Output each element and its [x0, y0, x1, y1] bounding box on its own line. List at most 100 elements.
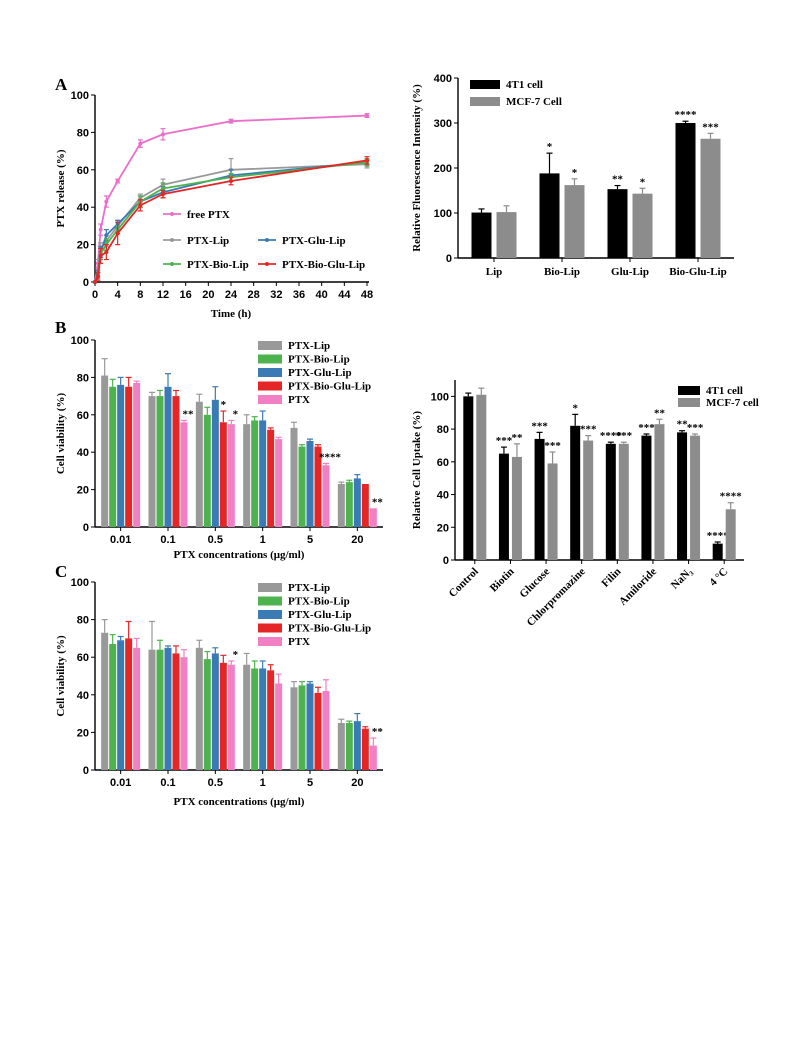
bar	[632, 193, 653, 258]
bar	[345, 723, 353, 770]
x-tick-label: 28	[248, 289, 260, 301]
bar	[211, 399, 219, 527]
x-tick-label: 16	[180, 289, 192, 301]
significance-label: *	[233, 649, 239, 661]
x-tick-label: 20	[351, 777, 363, 789]
x-tick-label: Amiloride	[617, 566, 659, 608]
bar	[690, 435, 701, 560]
y-tick-label: 0	[443, 555, 449, 567]
significance-label: ***	[616, 430, 633, 442]
x-axis-label: PTX concentrations (μg/ml)	[174, 796, 305, 808]
bar	[259, 420, 267, 527]
x-tick-label: 0.01	[110, 534, 131, 546]
bar	[180, 422, 188, 527]
bar	[607, 189, 628, 258]
legend-swatch	[258, 381, 282, 391]
x-tick-label: 8	[137, 289, 143, 301]
y-axis-label: Cell viability (%)	[55, 635, 67, 717]
bar	[243, 664, 251, 770]
bar	[219, 662, 227, 770]
significance-label: **	[372, 496, 384, 508]
bar	[306, 440, 314, 527]
y-axis-label: PTX release (%)	[55, 149, 67, 227]
legend-label: PTX-Bio-Glu-Lip	[288, 623, 371, 635]
bar	[148, 649, 156, 770]
legend-swatch	[258, 637, 282, 646]
bar	[547, 463, 558, 560]
bar	[203, 414, 211, 527]
y-tick-label: 80	[77, 615, 89, 627]
y-tick-label: 80	[77, 372, 89, 384]
panel-letter-a: A	[55, 75, 68, 94]
bar	[267, 429, 275, 527]
significance-label: ***	[638, 422, 655, 434]
bar	[314, 446, 322, 527]
x-tick-label: Glu-Lip	[611, 266, 649, 278]
y-tick-label: 100	[431, 391, 449, 403]
x-tick-label: Filin	[599, 566, 623, 590]
legend-label: PTX-Bio-Lip	[288, 596, 350, 608]
x-tick-label: 0.1	[160, 777, 175, 789]
significance-label: **	[183, 408, 195, 420]
bar	[471, 212, 492, 258]
bar	[109, 386, 117, 527]
x-tick-label: Lip	[486, 266, 503, 278]
series-ptx-glu-lip	[117, 373, 361, 527]
x-tick-label: 1	[260, 534, 266, 546]
bar	[337, 723, 345, 770]
x-tick-label: 0.5	[208, 534, 223, 546]
bar	[125, 638, 133, 770]
bar	[337, 483, 345, 527]
bar	[712, 543, 723, 560]
bar	[463, 396, 474, 560]
y-tick-label: 100	[71, 90, 89, 102]
legend-marker	[265, 238, 269, 242]
significance-label: ****	[720, 491, 743, 503]
data-point	[229, 179, 233, 184]
legend-label: PTX-Glu-Lip	[288, 609, 352, 621]
bar	[211, 653, 219, 770]
x-axis-label: PTX concentrations (μg/ml)	[174, 549, 305, 561]
series-ptx	[133, 380, 377, 527]
y-tick-label: 300	[434, 118, 452, 130]
y-tick-label: 100	[71, 335, 89, 347]
significance-label: **	[612, 174, 624, 186]
y-tick-label: 0	[83, 765, 89, 777]
legend-label: PTX-Glu-Lip	[282, 235, 346, 247]
legend-swatch	[258, 395, 282, 404]
x-tick-label: NaN₃	[669, 565, 695, 591]
bar	[675, 123, 696, 258]
data-point	[115, 179, 120, 184]
x-tick-label: 24	[225, 289, 238, 301]
series-ptx-bio-lip	[109, 378, 353, 527]
bar	[275, 683, 283, 770]
bar	[227, 664, 235, 770]
bar	[361, 728, 369, 770]
bar	[605, 443, 616, 560]
y-tick-label: 20	[437, 522, 449, 534]
bar	[314, 692, 322, 770]
bar	[539, 173, 560, 258]
legend-marker	[265, 262, 269, 266]
x-tick-label: Bio-Glu-Lip	[669, 266, 726, 278]
series-ptx-bio-glu-lip	[125, 620, 369, 770]
x-tick-label: Bio-Lip	[544, 266, 580, 278]
x-tick-label: 0.1	[160, 534, 175, 546]
y-axis-label: Relative Fluorescence Intensity (%)	[411, 84, 423, 252]
y-tick-label: 20	[77, 727, 89, 739]
legend-swatch	[470, 80, 500, 89]
bar	[156, 649, 164, 770]
legend-label: MCF-7 Cell	[506, 96, 562, 108]
legend-swatch	[678, 398, 700, 407]
legend-label: PTX-Lip	[187, 235, 229, 247]
panel-letter-b: B	[55, 318, 66, 337]
significance-label: **	[654, 407, 666, 419]
legend-swatch	[678, 386, 700, 395]
x-tick-label: 4 °C	[707, 566, 730, 589]
bar	[570, 425, 581, 560]
y-tick-label: 0	[83, 522, 89, 534]
x-tick-label: 40	[316, 289, 328, 301]
series-ptx	[133, 637, 377, 770]
legend-swatch	[258, 596, 282, 606]
